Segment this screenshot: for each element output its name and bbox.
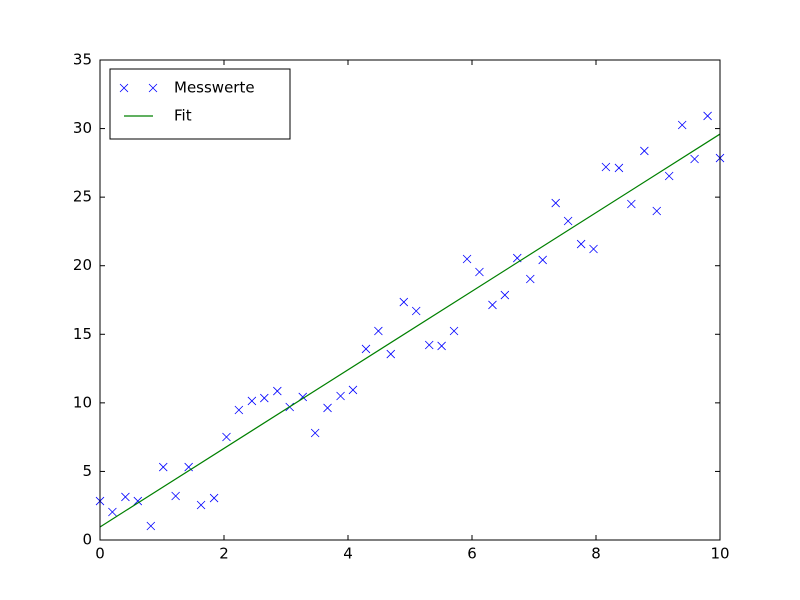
data-point <box>260 393 269 403</box>
x-tick-label: 8 <box>591 545 601 563</box>
data-point <box>538 255 547 265</box>
data-point <box>449 326 459 336</box>
data-point <box>488 300 497 310</box>
y-tick-label: 15 <box>73 325 92 343</box>
data-point <box>576 239 586 249</box>
legend-box <box>109 68 291 140</box>
data-point <box>209 493 219 503</box>
x-tick-label: 0 <box>95 545 105 563</box>
y-tick-label: 10 <box>73 393 92 411</box>
x-tick-label: 2 <box>219 545 229 563</box>
data-point <box>171 491 180 501</box>
data-point <box>146 521 156 531</box>
data-point <box>563 216 573 226</box>
data-point <box>234 405 244 415</box>
data-point <box>525 274 535 284</box>
data-point <box>614 163 624 173</box>
legend-marker <box>119 83 129 93</box>
data-point <box>222 432 231 442</box>
data-point <box>386 349 396 359</box>
data-point <box>652 206 662 216</box>
data-point <box>703 111 712 121</box>
data-point <box>462 254 472 264</box>
legend-label: Fit <box>174 107 192 125</box>
x-tick-label: 10 <box>710 545 729 563</box>
y-tick-label: 30 <box>73 119 92 137</box>
data-point <box>348 385 358 395</box>
data-point <box>196 500 206 510</box>
data-point <box>589 244 598 254</box>
data-point <box>247 396 257 406</box>
data-point <box>601 162 611 172</box>
data-point <box>158 462 168 472</box>
data-point <box>121 492 130 502</box>
data-point <box>273 386 282 396</box>
legend-label: Messwerte <box>174 79 255 97</box>
y-tick-label: 20 <box>73 256 92 274</box>
legend-marker <box>148 83 158 93</box>
data-point <box>424 340 434 350</box>
y-tick-label: 35 <box>73 51 92 69</box>
x-tick-label: 4 <box>343 545 353 563</box>
data-point <box>551 198 560 208</box>
data-point <box>108 507 117 517</box>
data-point <box>374 326 383 336</box>
data-point <box>399 297 409 307</box>
data-point <box>310 428 320 438</box>
y-tick-label: 5 <box>82 462 92 480</box>
data-point <box>690 154 699 164</box>
y-tick-label: 0 <box>82 531 92 549</box>
data-point <box>133 496 143 506</box>
data-point <box>361 344 371 354</box>
data-point <box>664 171 674 181</box>
data-point <box>411 306 421 316</box>
data-point <box>475 267 484 277</box>
data-point <box>437 341 446 351</box>
fit-line <box>99 133 721 528</box>
data-point <box>640 146 649 156</box>
data-point <box>323 403 332 413</box>
x-tick-label: 6 <box>467 545 477 563</box>
y-tick-label: 25 <box>73 188 92 206</box>
data-point <box>677 120 687 130</box>
plot-frame <box>99 59 721 541</box>
data-point <box>336 391 345 401</box>
data-point <box>500 290 510 300</box>
data-point <box>627 199 636 209</box>
